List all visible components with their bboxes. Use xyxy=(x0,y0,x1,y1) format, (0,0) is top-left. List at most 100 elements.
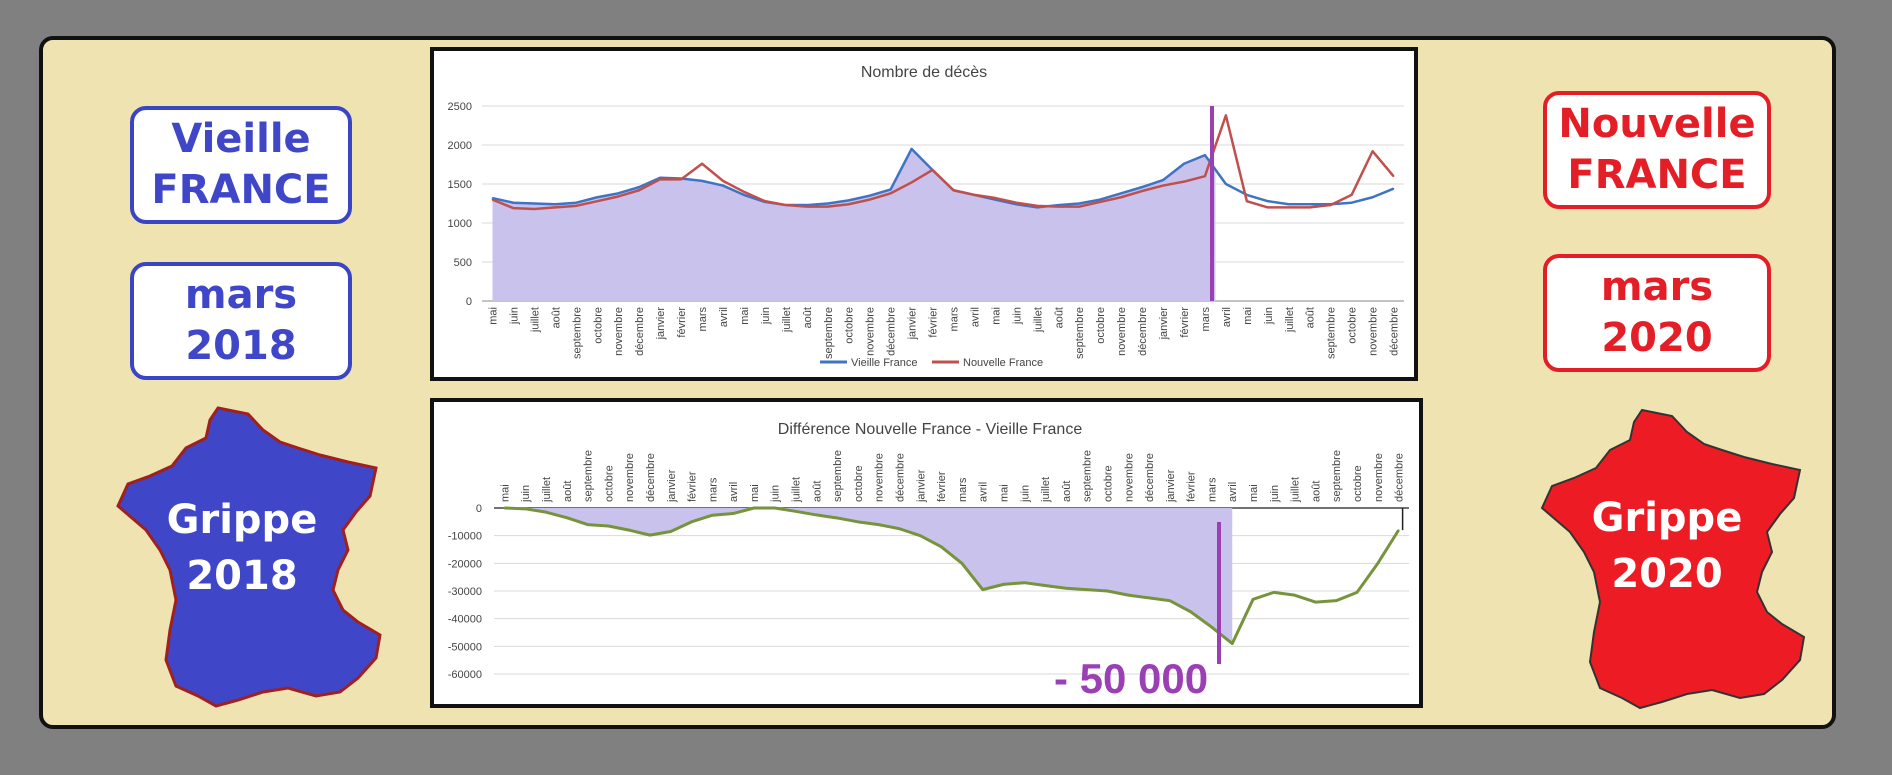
vieille-france-point xyxy=(491,197,494,199)
x-tick-label: novembre xyxy=(613,307,625,356)
difference-point xyxy=(649,534,651,536)
x-tick-label: décembre xyxy=(645,453,657,502)
nouvelle-france-point xyxy=(722,180,724,182)
x-tick-label: avril xyxy=(1227,482,1239,502)
y-tick-label: -60000 xyxy=(448,669,482,681)
x-tick-label: septembre xyxy=(1082,450,1094,502)
x-tick-label: septembre xyxy=(1074,307,1086,359)
x-tick-label: mars xyxy=(707,477,719,502)
x-tick-label: février xyxy=(1186,471,1198,502)
x-tick-label: octobre xyxy=(1347,307,1359,344)
difference-point xyxy=(1127,594,1130,596)
nouvelle-france-date-year: 2020 xyxy=(1601,315,1713,361)
x-tick-label: décembre xyxy=(1389,307,1401,356)
difference-point xyxy=(690,521,693,523)
x-tick-label: novembre xyxy=(1373,453,1385,502)
x-tick-label: février xyxy=(936,471,948,502)
difference-point xyxy=(1231,642,1234,645)
vieille-france-point xyxy=(910,148,913,150)
nouvelle-france-date-month: mars xyxy=(1600,263,1714,310)
x-tick-label: novembre xyxy=(1116,307,1128,356)
x-tick-label: avril xyxy=(978,482,990,502)
nouvelle-france-point xyxy=(1225,114,1227,117)
difference-point xyxy=(1023,581,1026,584)
x-tick-label: septembre xyxy=(1331,450,1343,502)
x-tick-label: février xyxy=(1179,307,1191,338)
difference-point xyxy=(898,527,901,530)
x-tick-label: octobre xyxy=(844,307,856,344)
x-tick-label: février xyxy=(676,307,688,338)
difference-area xyxy=(504,508,1233,644)
nouvelle-france-title-box: Nouvelle FRANCE xyxy=(1543,91,1771,209)
x-tick-label: juin xyxy=(1263,307,1275,325)
legend-vieille-france: Vieille France xyxy=(851,357,917,369)
nouvelle-france-point xyxy=(1392,175,1395,177)
difference-point xyxy=(961,562,963,565)
vieille-france-point xyxy=(1162,179,1164,181)
x-tick-label: novembre xyxy=(865,307,877,356)
vieille-france-point xyxy=(1183,162,1185,165)
difference-point xyxy=(919,534,922,537)
vieille-france-title-line2: FRANCE xyxy=(151,167,331,213)
nouvelle-france-point xyxy=(1162,184,1164,187)
nouvelle-france-point xyxy=(1099,201,1101,203)
x-tick-label: août xyxy=(550,307,562,328)
x-tick-label: juillet xyxy=(1032,307,1044,333)
nouvelle-france-point xyxy=(512,207,515,209)
vieille-france-date-year: 2018 xyxy=(185,323,297,369)
x-tick-label: juillet xyxy=(529,307,541,333)
x-tick-label: novembre xyxy=(624,453,636,502)
x-tick-label: septembre xyxy=(832,450,844,502)
nouvelle-france-point xyxy=(680,178,682,181)
x-tick-label: juin xyxy=(1269,485,1281,503)
difference-point xyxy=(940,545,942,548)
nouvelle-france-point xyxy=(1350,194,1353,196)
vieille-france-point xyxy=(1308,203,1311,206)
vieille-france-map-label-line2: 2018 xyxy=(186,553,298,599)
x-tick-label: juin xyxy=(1019,485,1031,503)
x-tick-label: juin xyxy=(508,307,520,325)
x-tick-label: novembre xyxy=(874,453,886,502)
nouvelle-france-point xyxy=(1015,201,1018,204)
x-tick-label: mai xyxy=(1242,307,1254,325)
nouvelle-france-title-line1: Nouvelle xyxy=(1558,100,1756,147)
x-tick-label: avril xyxy=(1221,307,1233,327)
difference-point xyxy=(753,507,755,509)
nouvelle-france-point xyxy=(994,197,997,199)
x-tick-label: septembre xyxy=(583,450,595,502)
nouvelle-france-point xyxy=(1204,175,1206,177)
nouvelle-france-date-box: mars 2020 xyxy=(1543,254,1771,372)
vieille-france-point xyxy=(1099,198,1101,201)
vieille-france-point xyxy=(596,196,599,199)
difference-point xyxy=(1189,610,1192,613)
difference-point xyxy=(669,530,672,533)
nouvelle-france-point xyxy=(1057,205,1060,208)
y-tick-label: -10000 xyxy=(448,531,482,543)
y-tick-label: -40000 xyxy=(448,614,482,626)
x-tick-label: novembre xyxy=(1368,307,1380,356)
nouvelle-france-point xyxy=(1036,205,1039,207)
x-tick-label: juin xyxy=(520,485,532,503)
vieille-france-point xyxy=(722,184,724,187)
difference-point xyxy=(773,507,776,509)
nouvelle-france-map-label-line2: 2020 xyxy=(1611,551,1723,597)
difference-point xyxy=(815,514,818,516)
vieille-france-point xyxy=(512,201,515,204)
x-tick-label: mai xyxy=(499,484,511,502)
x-tick-label: mars xyxy=(1206,477,1218,502)
x-tick-label: juillet xyxy=(1040,477,1052,503)
legend-nouvelle-france: Nouvelle France xyxy=(963,357,1043,369)
vieille-france-point xyxy=(554,203,557,206)
vieille-france-point xyxy=(847,199,850,202)
nouvelle-france-title-line2: FRANCE xyxy=(1567,152,1747,198)
x-tick-label: avril xyxy=(969,307,981,327)
deaths-chart-frame: Nombre de décès 0 500 1000 1500 2000 2500 mai… xyxy=(430,47,1418,381)
nouvelle-france-point xyxy=(659,178,661,181)
difference-point xyxy=(732,512,734,515)
vieille-france-point xyxy=(1350,201,1353,204)
x-tick-label: mai xyxy=(739,307,751,325)
difference-point xyxy=(524,508,526,510)
x-tick-label: décembre xyxy=(1144,453,1156,502)
x-tick-label: octobre xyxy=(592,307,604,344)
x-tick-label: juin xyxy=(760,307,772,325)
